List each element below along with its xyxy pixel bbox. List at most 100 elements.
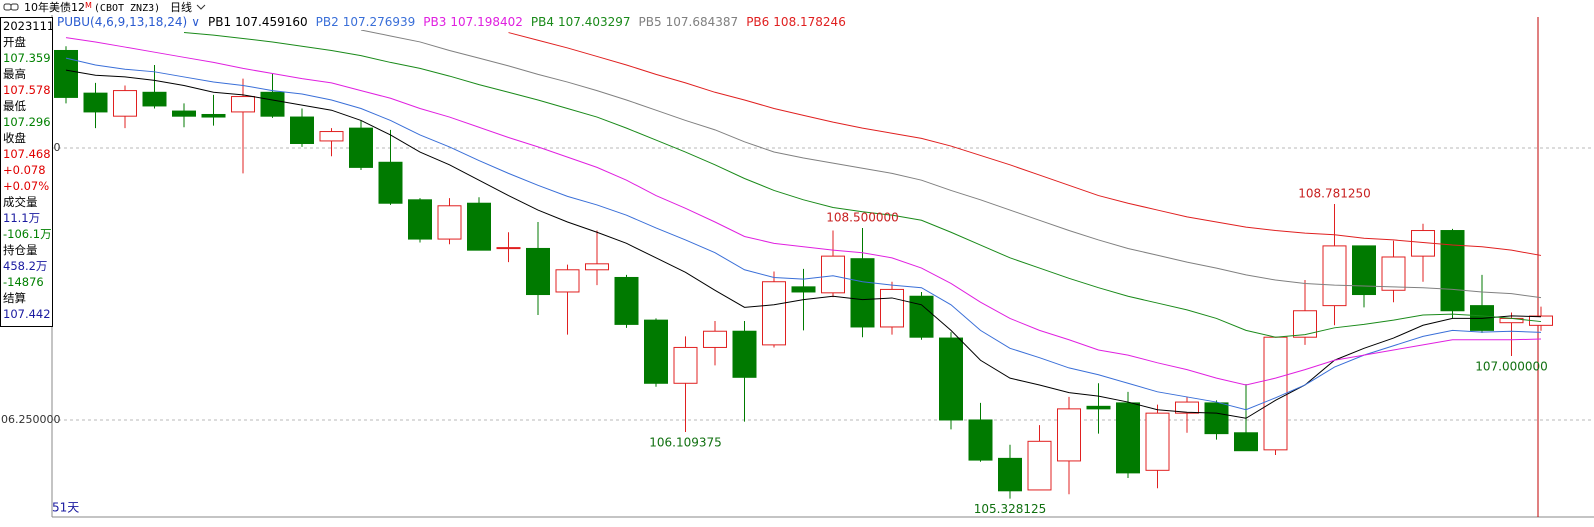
candle-body — [1263, 336, 1288, 451]
extreme-label: 108.500000 — [826, 210, 899, 224]
info-item: 持仓量 — [3, 243, 38, 257]
candle-body — [496, 247, 521, 250]
legend-name: PB2 — [316, 15, 339, 29]
candle-body — [673, 346, 698, 384]
legend-name: PB3 — [423, 15, 446, 29]
extreme-label: 105.328125 — [974, 502, 1047, 516]
candle-body — [1204, 402, 1229, 435]
info-item: 收盘 — [3, 131, 26, 145]
candle-body — [172, 110, 196, 117]
annotations: 108.500000 106.109375 105.328125 108.781250… — [649, 186, 1548, 516]
info-item: 最低 — [3, 99, 26, 113]
candle-body — [319, 131, 344, 142]
symbol-sup: M — [85, 1, 92, 10]
pb-line — [65, 37, 1542, 386]
candle-body — [555, 269, 580, 293]
candle-body — [909, 295, 934, 338]
pb-line — [65, 57, 1542, 411]
info-item: 20231114 — [3, 19, 52, 33]
candle-body — [791, 286, 816, 293]
candle-body — [880, 288, 904, 328]
candle-body — [585, 263, 609, 271]
candle-body — [378, 161, 403, 204]
candle-body — [614, 276, 639, 325]
info-item: 107.578 — [3, 83, 51, 97]
bar-count: 51天 — [52, 501, 79, 515]
candle-body — [260, 91, 285, 117]
info-item: -14876 — [3, 275, 44, 289]
candle-body — [850, 258, 875, 328]
candle-body — [703, 330, 727, 348]
candle-body — [762, 281, 786, 346]
candle-body — [1293, 310, 1317, 338]
pb-line — [183, 32, 1542, 338]
candle-body — [408, 199, 432, 240]
info-item: 107.442 — [3, 307, 51, 321]
indicator-lines — [65, 30, 1542, 419]
legend-name: PB5 — [639, 15, 662, 29]
y-tick-label: 106.250000 — [0, 413, 60, 426]
candle-body — [1322, 245, 1347, 307]
candle-body — [1440, 230, 1465, 312]
candle-body — [437, 205, 462, 240]
exchange: (CBOT ZNZ3) — [94, 3, 160, 14]
info-item: 最高 — [3, 67, 26, 81]
legend-name: PB6 — [746, 15, 769, 29]
candle-body — [821, 255, 845, 294]
info-item: +0.07% — [3, 179, 50, 193]
candle-body — [526, 247, 550, 296]
pb-line — [508, 32, 1542, 256]
candle-body — [1086, 405, 1111, 410]
symbol: 10年美债12M (CBOT ZNZ3) — [24, 0, 160, 14]
symbol-name: 10年美债12 — [24, 0, 85, 14]
candle-body — [290, 116, 314, 144]
candle-body — [1027, 440, 1052, 491]
info-item: 11.1万 — [3, 211, 41, 225]
indicator-chevron[interactable]: ∨ — [191, 15, 200, 29]
candle-body — [998, 457, 1022, 492]
extreme-label: 107.000000 — [1475, 359, 1548, 373]
candle-body — [1116, 402, 1140, 474]
legend-value: 108.178246 — [773, 15, 846, 29]
candle-body — [1145, 412, 1170, 471]
candle-body — [113, 90, 137, 117]
candle-body — [83, 92, 108, 113]
candle-body — [1175, 401, 1199, 414]
info-item: 107.296 — [3, 115, 51, 129]
period[interactable]: 日线 — [170, 0, 192, 14]
pb-line — [360, 30, 1542, 299]
info-item: 458.2万 — [3, 259, 48, 273]
legend-value: 107.403297 — [558, 15, 631, 29]
legend: PUBU(4,6,9,13,18,24) ∨ PB1 107.459160 PB2 107… — [57, 15, 846, 29]
candle-body — [349, 127, 373, 168]
legend-value: 107.459160 — [235, 15, 308, 29]
info-item: 开盘 — [3, 35, 26, 49]
info-item: +0.078 — [3, 163, 46, 177]
extreme-label: 108.781250 — [1298, 186, 1371, 200]
extreme-label: 106.109375 — [649, 435, 722, 449]
candle-body — [54, 49, 78, 98]
symbol-icon — [3, 3, 19, 11]
info-item: 107.359 — [3, 51, 51, 65]
indicator-name[interactable]: PUBU(4,6,9,13,18,24) — [57, 15, 187, 29]
info-panel: 20231114 开盘 107.359 最高 107.578 最低 107.296 收盘 107… — [0, 17, 53, 327]
candles — [54, 46, 1553, 499]
legend-value: 107.198402 — [450, 15, 523, 29]
info-item: 结算 — [3, 291, 26, 305]
info-item: 成交量 — [3, 195, 38, 209]
candle-body — [1234, 432, 1258, 452]
period-chevron[interactable] — [196, 4, 206, 10]
candle-body — [1352, 245, 1376, 296]
candle-body — [231, 96, 255, 113]
candle-body — [644, 319, 668, 384]
pb-line — [65, 69, 1542, 419]
candle-body — [1057, 408, 1081, 462]
candle-body — [142, 91, 167, 107]
candle-body — [968, 419, 993, 461]
info-item: 107.468 — [3, 147, 51, 161]
legend-name: PB4 — [531, 15, 554, 29]
legend-name: PB1 — [208, 15, 231, 29]
candle-body — [1381, 256, 1406, 291]
